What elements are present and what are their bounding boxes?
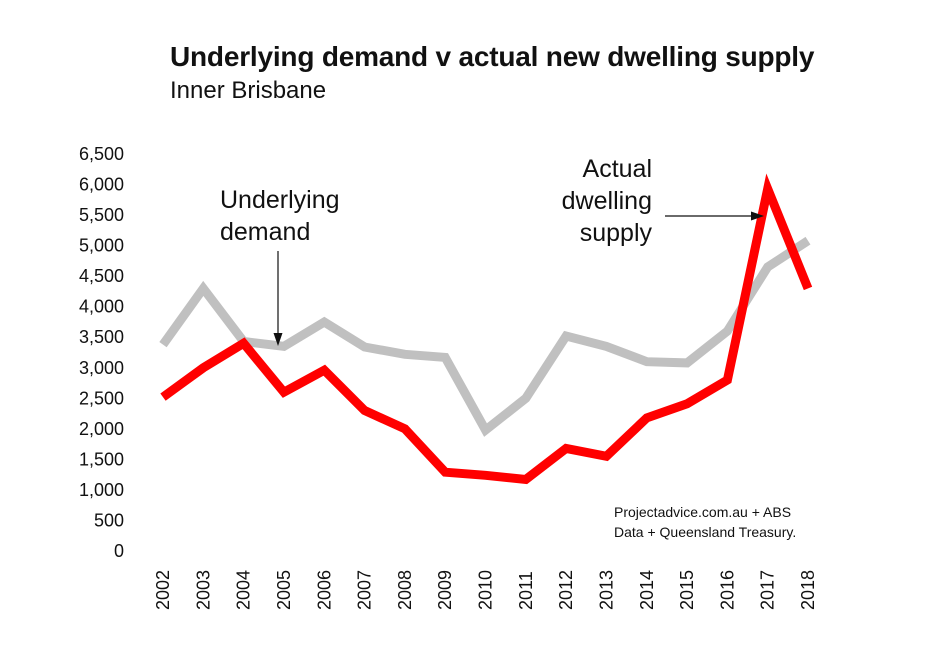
x-tick-label: 2004 xyxy=(234,570,254,610)
x-tick-label: 2011 xyxy=(516,571,536,610)
source-note: Projectadvice.com.au + ABS Data + Queens… xyxy=(614,504,796,540)
x-tick-label: 2013 xyxy=(596,570,616,610)
x-tick-label: 2009 xyxy=(435,570,455,610)
y-tick-label: 5,000 xyxy=(79,236,124,256)
demand-annotation: Underlying demand xyxy=(220,186,340,346)
x-tick-label: 2014 xyxy=(637,570,657,610)
demand-label-line-1: Underlying xyxy=(220,186,340,214)
y-tick-label: 6,500 xyxy=(79,144,124,164)
x-axis: 2002 2003 2004 2005 2006 2007 2008 2009 2010 2011… xyxy=(153,570,818,610)
x-tick-label: 2018 xyxy=(798,570,818,610)
x-tick-label: 2006 xyxy=(314,570,334,610)
x-tick-label: 2016 xyxy=(717,570,737,610)
y-tick-label: 500 xyxy=(94,510,124,530)
x-tick-label: 2012 xyxy=(556,570,576,610)
chart-subtitle: Inner Brisbane xyxy=(170,77,327,104)
supply-label-line-1: Actual xyxy=(583,155,652,183)
series-line-actual-supply xyxy=(160,173,813,485)
chart-title: Underlying demand v actual new dwelling … xyxy=(170,41,815,72)
y-tick-label: 1,500 xyxy=(79,449,124,469)
x-tick-label: 2017 xyxy=(758,570,778,610)
y-tick-label: 3,500 xyxy=(79,327,124,347)
x-tick-label: 2008 xyxy=(395,570,415,610)
y-tick-label: 5,500 xyxy=(79,205,124,225)
x-tick-label: 2003 xyxy=(193,570,213,610)
demand-arrow-head xyxy=(273,333,283,346)
y-tick-label: 1,000 xyxy=(79,480,124,500)
y-tick-label: 4,000 xyxy=(79,297,124,317)
source-line-1: Projectadvice.com.au + ABS xyxy=(614,504,791,520)
y-tick-label: 2,500 xyxy=(79,388,124,408)
supply-label-line-3: supply xyxy=(580,219,653,247)
supply-label-line-2: dwelling xyxy=(562,187,652,215)
source-line-2: Data + Queensland Treasury. xyxy=(614,524,796,540)
y-axis: 0 500 1,000 1,500 2,000 2,500 3,000 3,500 4,000 4… xyxy=(79,144,124,561)
y-tick-label: 6,000 xyxy=(79,175,124,195)
x-tick-label: 2015 xyxy=(677,570,697,610)
y-tick-label: 2,000 xyxy=(79,419,124,439)
y-tick-label: 0 xyxy=(114,541,124,561)
demand-label-line-2: demand xyxy=(220,218,310,246)
supply-annotation: Actual dwelling supply xyxy=(562,155,764,247)
y-tick-label: 3,000 xyxy=(79,358,124,378)
series-line-underlying-demand xyxy=(159,236,811,437)
x-tick-label: 2007 xyxy=(355,570,375,610)
x-tick-label: 2005 xyxy=(274,570,294,610)
x-tick-label: 2002 xyxy=(153,570,173,610)
series-layer xyxy=(159,173,813,485)
y-tick-label: 4,500 xyxy=(79,266,124,286)
supply-arrow-head xyxy=(751,211,764,221)
x-tick-label: 2010 xyxy=(476,570,496,610)
